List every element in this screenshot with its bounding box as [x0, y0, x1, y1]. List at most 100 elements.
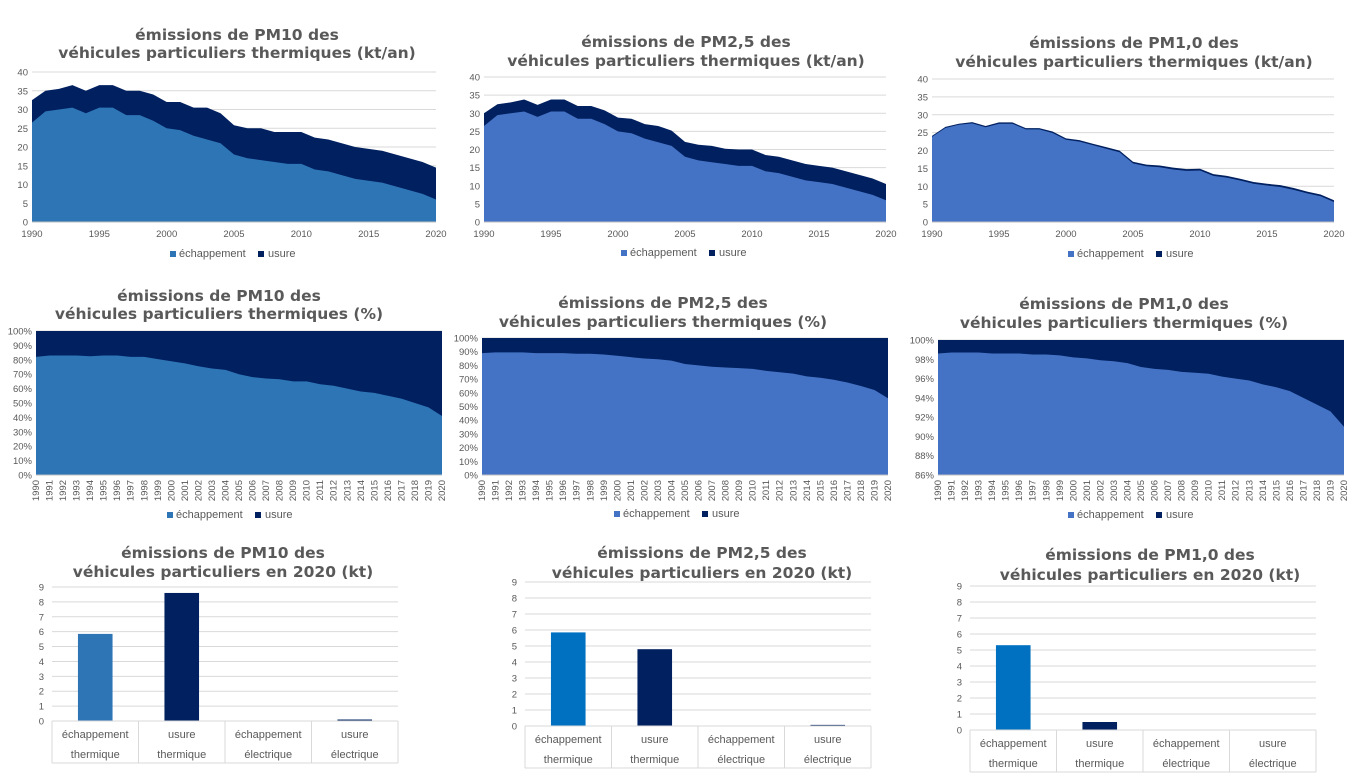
legend-swatch-echappement [614, 511, 620, 517]
y-tick-label: 90% [915, 432, 935, 443]
x-tick-label: 1992 [960, 480, 971, 501]
y-tick-label: 15 [17, 161, 28, 172]
legend-swatch-usure [709, 250, 715, 256]
bar-3 [810, 724, 846, 726]
y-tick-label: 25 [469, 127, 480, 138]
y-tick-label: 1 [39, 702, 44, 713]
x-tick-label: 2004 [220, 480, 231, 501]
legend-swatch-usure [702, 511, 708, 517]
area-series-echappement [32, 107, 436, 222]
legend-label-usure: usure [268, 248, 296, 260]
y-tick-label: 6 [39, 627, 44, 638]
y-tick-label: 6 [957, 630, 962, 641]
x-tick-label: 2010 [1189, 229, 1210, 240]
y-tick-label: 30% [459, 429, 479, 440]
y-tick-label: 3 [512, 674, 517, 685]
x-tick-label: 2010 [1204, 480, 1215, 501]
x-tick-label: 1995 [89, 229, 110, 240]
y-tick-label: 10 [917, 182, 928, 193]
legend-label-echappement: échappement [179, 248, 246, 260]
x-tick-label: 1990 [477, 480, 488, 501]
x-tick-label: 2009 [288, 480, 299, 501]
y-tick-label: 5 [475, 199, 480, 210]
legend-swatch-echappement [1068, 251, 1074, 257]
x-tick-label: 2000 [607, 229, 628, 240]
y-tick-label: 3 [39, 672, 44, 683]
x-tick-label: 2003 [207, 480, 218, 501]
y-tick-label: 30% [13, 427, 33, 438]
chart-title-line: émissions de PM1,0 des [1029, 34, 1239, 52]
category-label: thermique [989, 758, 1038, 770]
x-tick-label: 2020 [1339, 480, 1350, 501]
x-tick-label: 2005 [674, 229, 695, 240]
x-tick-label: 2000 [612, 480, 623, 501]
y-tick-label: 0 [39, 717, 44, 728]
category-label: électrique [244, 749, 292, 761]
x-tick-label: 1992 [58, 480, 69, 501]
x-tick-label: 2003 [653, 480, 664, 501]
category-label: échappement [62, 729, 129, 741]
x-tick-label: 2000 [1068, 480, 1079, 501]
y-tick-label: 5 [512, 642, 517, 653]
x-tick-label: 2015 [808, 229, 829, 240]
y-tick-label: 8 [39, 597, 44, 608]
x-tick-label: 1995 [99, 480, 110, 501]
x-tick-label: 1997 [126, 480, 137, 501]
area-series-echappement [484, 111, 886, 222]
x-tick-label: 2017 [396, 480, 407, 501]
legend-swatch-usure [1156, 251, 1162, 257]
x-tick-label: 2001 [626, 480, 637, 501]
x-tick-label: 2000 [1055, 229, 1076, 240]
x-tick-label: 2014 [802, 480, 813, 501]
x-tick-label: 2015 [815, 480, 826, 501]
x-tick-label: 2010 [291, 229, 312, 240]
y-tick-label: 94% [915, 393, 935, 404]
x-tick-label: 2020 [1323, 229, 1344, 240]
x-tick-label: 2016 [383, 480, 394, 501]
y-tick-label: 60% [13, 384, 33, 395]
y-tick-label: 6 [512, 626, 517, 637]
x-tick-label: 1995 [540, 229, 561, 240]
y-tick-label: 96% [915, 374, 935, 385]
y-tick-label: 100% [454, 334, 479, 345]
category-label: électrique [1249, 758, 1297, 770]
bar-1 [1082, 722, 1118, 730]
category-label: électrique [717, 754, 765, 766]
x-tick-label: 1993 [518, 480, 529, 501]
y-tick-label: 8 [957, 598, 962, 609]
x-tick-label: 2006 [1150, 480, 1161, 501]
y-tick-label: 70% [13, 370, 33, 381]
y-tick-label: 5 [957, 646, 962, 657]
area-series-echappement [938, 352, 1344, 475]
x-tick-label: 1990 [933, 480, 944, 501]
x-tick-label: 1991 [45, 480, 56, 501]
y-tick-label: 10% [13, 456, 33, 467]
x-tick-label: 2013 [342, 480, 353, 501]
chart-title-line: émissions de PM10 des [135, 26, 339, 44]
x-tick-label: 2011 [315, 480, 326, 500]
chart-title-line: émissions de PM1,0 des [1045, 546, 1255, 564]
legend-swatch-echappement [167, 512, 173, 518]
x-tick-label: 2012 [775, 480, 786, 501]
x-tick-label: 2006 [694, 480, 705, 501]
category-label: échappement [708, 734, 775, 746]
y-tick-label: 35 [17, 86, 28, 97]
x-tick-label: 1990 [921, 229, 942, 240]
y-tick-label: 20% [459, 443, 479, 454]
x-tick-label: 1991 [947, 480, 958, 501]
x-tick-label: 2012 [1231, 480, 1242, 501]
y-tick-label: 0 [512, 722, 517, 733]
chart-title-line: émissions de PM2,5 des [581, 33, 791, 51]
chart-title-line: véhicules particuliers en 2020 (kt) [73, 563, 374, 581]
y-tick-label: 20 [17, 143, 28, 154]
bar-1 [164, 592, 200, 721]
x-tick-label: 2007 [261, 480, 272, 501]
area-series-echappement [482, 352, 888, 475]
x-tick-label: 1996 [558, 480, 569, 501]
chart-title-line: véhicules particuliers thermiques (%) [55, 305, 383, 323]
area-series-echappement [36, 355, 442, 475]
